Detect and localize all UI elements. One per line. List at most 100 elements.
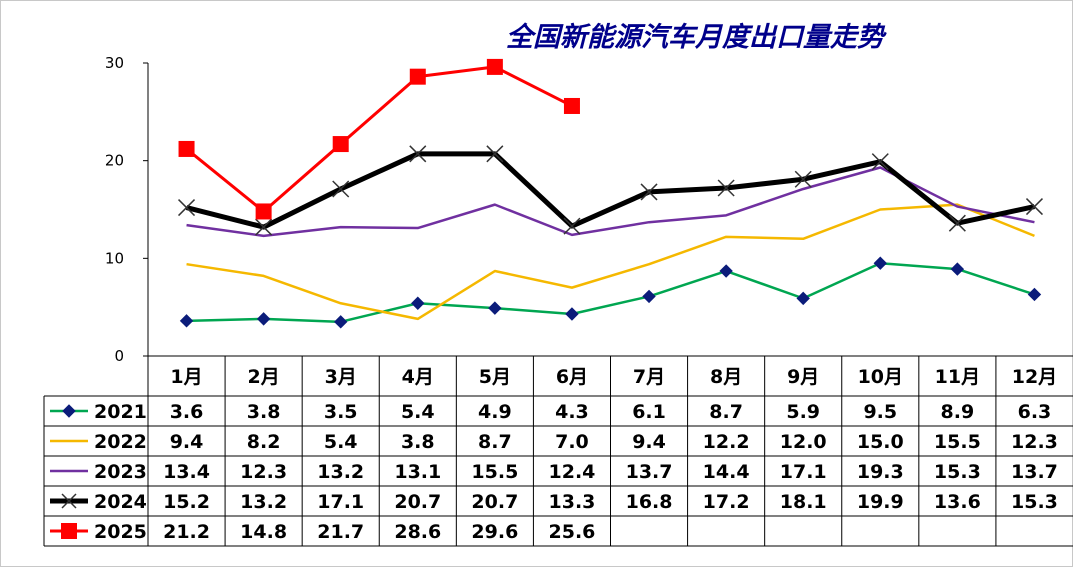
data-label: 3.5 bbox=[324, 401, 358, 423]
data-label: 17.1 bbox=[780, 461, 827, 483]
data-point bbox=[179, 314, 194, 328]
x-tick-label: 9月 bbox=[787, 366, 819, 388]
data-label: 15.0 bbox=[857, 431, 904, 453]
data-point bbox=[1027, 287, 1042, 302]
data-point bbox=[873, 256, 887, 270]
x-tick-label: 7月 bbox=[633, 366, 665, 388]
x-tick-label: 10月 bbox=[858, 366, 903, 388]
data-point bbox=[62, 404, 76, 418]
data-label: 13.1 bbox=[394, 461, 441, 483]
data-label: 8.7 bbox=[478, 431, 512, 453]
data-label: 6.3 bbox=[1018, 401, 1052, 423]
legend-label: 2023 bbox=[94, 461, 147, 483]
data-point bbox=[563, 97, 580, 114]
data-label: 13.7 bbox=[1011, 461, 1058, 483]
data-label: 15.3 bbox=[934, 461, 981, 483]
legend-entry-2025: 2025 bbox=[50, 521, 147, 543]
y-tick-label: 0 bbox=[114, 347, 124, 365]
data-label: 5.4 bbox=[324, 431, 358, 453]
plot-area bbox=[178, 58, 1043, 329]
series-2021 bbox=[179, 256, 1042, 329]
data-table: 1月 2月 3月 4月 5月 6月 7月 8月 9月 10月 11月 12月 2021 3.6 3.8 3.5… bbox=[43, 355, 1073, 547]
series-line bbox=[185, 151, 1035, 230]
data-point bbox=[334, 315, 348, 329]
data-label: 4.9 bbox=[478, 401, 512, 423]
data-label: 14.4 bbox=[703, 461, 750, 483]
data-point bbox=[563, 217, 581, 235]
legend-entry-2024: 2024 bbox=[50, 491, 147, 513]
data-label: 8.2 bbox=[247, 431, 281, 453]
x-tick-label: 2月 bbox=[248, 366, 280, 388]
data-point bbox=[411, 296, 425, 310]
legend-label: 2021 bbox=[94, 401, 147, 423]
data-point bbox=[794, 170, 812, 188]
x-tick-label: 4月 bbox=[402, 366, 434, 388]
data-label: 15.5 bbox=[934, 431, 981, 453]
data-point bbox=[1025, 198, 1043, 216]
data-point bbox=[486, 58, 503, 75]
data-label: 5.4 bbox=[401, 401, 435, 423]
x-tick-label: 11月 bbox=[935, 366, 980, 388]
legend-entry-2022: 2022 bbox=[50, 431, 147, 453]
data-label: 19.9 bbox=[857, 491, 904, 513]
data-label: 13.4 bbox=[163, 461, 210, 483]
y-tick-label: 10 bbox=[105, 249, 124, 267]
series-2025 bbox=[178, 58, 580, 220]
data-label: 9.4 bbox=[170, 431, 204, 453]
data-label: 25.6 bbox=[549, 521, 596, 543]
data-label: 6.1 bbox=[632, 401, 666, 423]
data-label: 3.8 bbox=[401, 431, 435, 453]
data-label: 12.3 bbox=[240, 461, 287, 483]
data-point bbox=[640, 183, 658, 201]
x-tick-label: 8月 bbox=[710, 366, 742, 388]
data-label: 9.5 bbox=[863, 401, 897, 423]
data-label: 12.3 bbox=[1011, 431, 1058, 453]
data-label: 15.5 bbox=[471, 461, 518, 483]
series-2024 bbox=[178, 145, 1043, 236]
data-label: 12.2 bbox=[703, 431, 750, 453]
data-point bbox=[488, 301, 502, 315]
data-label: 15.3 bbox=[1011, 491, 1058, 513]
data-point bbox=[255, 218, 273, 236]
data-point bbox=[717, 179, 735, 197]
data-point bbox=[719, 264, 733, 278]
series-line bbox=[185, 65, 573, 213]
legend-label: 2024 bbox=[94, 491, 147, 513]
data-point bbox=[871, 153, 889, 171]
data-label: 15.2 bbox=[163, 491, 210, 513]
data-point bbox=[256, 312, 271, 326]
data-label: 14.8 bbox=[240, 521, 287, 543]
data-label: 16.8 bbox=[626, 491, 673, 513]
data-point bbox=[642, 289, 656, 304]
legend-entry-2021: 2021 bbox=[50, 401, 147, 423]
series-line bbox=[186, 203, 1035, 321]
x-tick-label: 5月 bbox=[479, 366, 511, 388]
x-tick-label: 12月 bbox=[1012, 366, 1057, 388]
data-point bbox=[255, 203, 272, 220]
legend-label: 2025 bbox=[94, 521, 147, 543]
data-point bbox=[61, 523, 77, 539]
y-tick-label: 30 bbox=[105, 54, 124, 72]
chart-title: 全国新能源汽车月度出口量走势 bbox=[506, 22, 887, 53]
data-label: 9.4 bbox=[632, 431, 666, 453]
legend-entry-2023: 2023 bbox=[50, 461, 147, 483]
data-label: 4.3 bbox=[555, 401, 589, 423]
data-point bbox=[332, 136, 349, 153]
data-label: 5.9 bbox=[786, 401, 820, 423]
data-point bbox=[948, 214, 966, 232]
data-label: 20.7 bbox=[394, 491, 441, 513]
data-label: 12.4 bbox=[549, 461, 596, 483]
data-label: 29.6 bbox=[471, 521, 518, 543]
data-point bbox=[486, 145, 504, 163]
data-label: 28.6 bbox=[394, 521, 441, 543]
data-point bbox=[409, 68, 426, 85]
data-point bbox=[409, 145, 427, 163]
data-label: 13.2 bbox=[317, 461, 364, 483]
data-label: 21.2 bbox=[163, 521, 210, 543]
data-label: 12.0 bbox=[780, 431, 827, 453]
data-point bbox=[178, 140, 195, 157]
series-2022 bbox=[186, 203, 1035, 321]
data-label: 3.6 bbox=[170, 401, 204, 423]
